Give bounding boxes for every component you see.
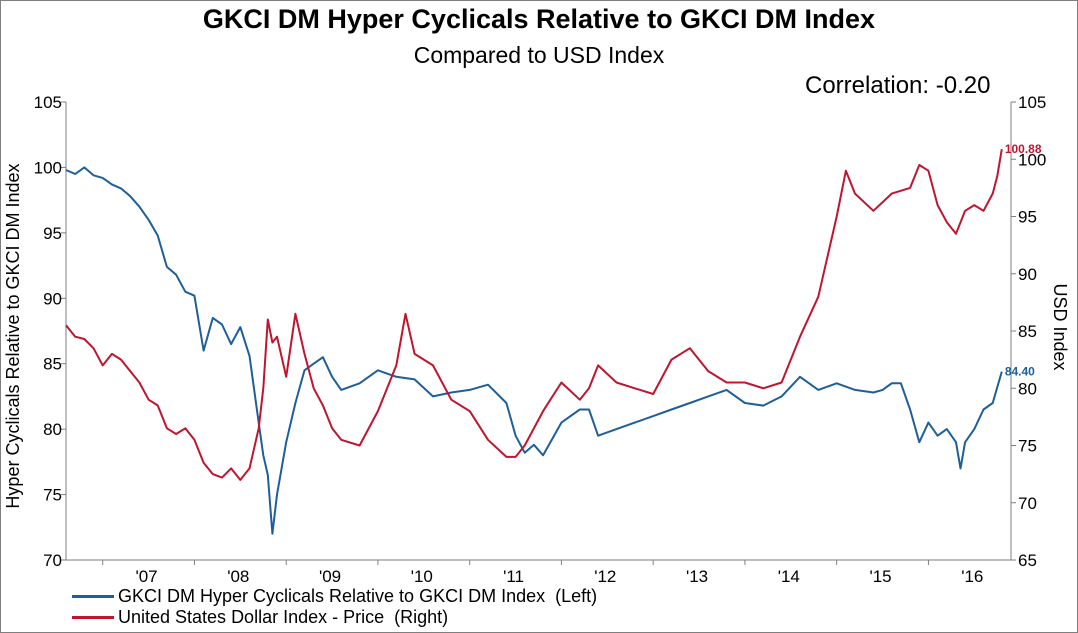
end-label-usd-index: 100.88 [1005, 142, 1042, 156]
series-line-usd-index [65, 149, 1003, 481]
series-line-hyper-cyclicals [65, 166, 1003, 535]
correlation-annotation: Correlation: -0.20 [805, 72, 991, 99]
x-tick-label: '10 [411, 567, 433, 586]
y-left-tick-label: 95 [43, 224, 62, 243]
y-right-tick-label: 80 [1018, 379, 1037, 398]
x-tick-label: '16 [961, 567, 983, 586]
y-left-tick-label: 105 [34, 93, 62, 112]
x-tick-label: '07 [135, 567, 157, 586]
legend-entry-hyper-cyclicals: GKCI DM Hyper Cyclicals Relative to GKCI… [72, 586, 597, 607]
y-right-tick-label: 90 [1018, 265, 1037, 284]
y-right-tick-label: 100 [1018, 150, 1046, 169]
y-right-tick-label: 85 [1018, 322, 1037, 341]
x-tick-label: '15 [869, 567, 891, 586]
y-left-tick-label: 85 [43, 355, 62, 374]
y-right-tick-label: 70 [1018, 494, 1037, 513]
chart-subtitle: Compared to USD Index [413, 42, 665, 68]
x-tick-label: '12 [594, 567, 616, 586]
legend: GKCI DM Hyper Cyclicals Relative to GKCI… [72, 586, 597, 628]
x-tick-label: '13 [686, 567, 708, 586]
y-left-tick-label: 75 [43, 486, 62, 505]
x-tick-label: '08 [227, 567, 249, 586]
y-left-tick-label: 70 [43, 551, 62, 570]
y-left-tick-label: 100 [34, 158, 62, 177]
end-label-hyper-cyclicals: 84.40 [1005, 365, 1035, 379]
y-right-tick-label: 105 [1018, 93, 1046, 112]
y-left-tick-label: 80 [43, 420, 62, 439]
y-right-tick-label: 75 [1018, 437, 1037, 456]
y-right-tick-label: 65 [1018, 551, 1037, 570]
legend-entry-usd-index: United States Dollar Index - Price (Righ… [72, 607, 597, 628]
chart-title: GKCI DM Hyper Cyclicals Relative to GKCI… [202, 4, 876, 34]
x-tick-label: '09 [319, 567, 341, 586]
legend-swatch-usd-index [72, 616, 114, 619]
x-tick-label: '11 [503, 567, 524, 586]
legend-swatch-hyper-cyclicals [72, 595, 114, 598]
x-tick-label: '14 [778, 567, 800, 586]
y-left-tick-label: 90 [43, 289, 62, 308]
legend-label-hyper-cyclicals: GKCI DM Hyper Cyclicals Relative to GKCI… [118, 586, 598, 606]
y-right-tick-label: 95 [1018, 208, 1037, 227]
legend-label-usd-index: United States Dollar Index - Price (Righ… [118, 607, 449, 627]
